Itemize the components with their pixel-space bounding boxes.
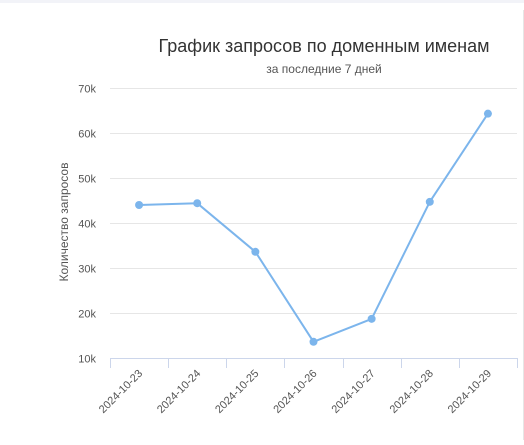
y-axis: 10k 20k 30k 40k 50k 60k 70k xyxy=(78,84,96,366)
series-layer xyxy=(135,109,492,346)
data-point[interactable] xyxy=(367,314,376,323)
y-tick-label: 70k xyxy=(78,84,96,96)
y-tick-label: 40k xyxy=(78,219,96,231)
chart-title: График запросов по доменным именам xyxy=(159,36,490,56)
grid-layer xyxy=(110,88,517,314)
y-tick-label: 60k xyxy=(78,129,96,141)
data-point[interactable] xyxy=(251,247,260,256)
x-tick-label: 2024-10-28 xyxy=(388,368,436,416)
y-tick-label: 10k xyxy=(78,354,96,366)
data-point[interactable] xyxy=(483,109,492,118)
x-tick-label: 2024-10-29 xyxy=(446,368,494,416)
series-line xyxy=(138,112,489,343)
y-tick-label: 20k xyxy=(78,309,96,321)
data-point[interactable] xyxy=(425,197,434,206)
data-point[interactable] xyxy=(193,199,202,208)
x-tick-label: 2024-10-23 xyxy=(97,368,145,416)
top-edge xyxy=(0,0,524,3)
x-axis xyxy=(110,358,518,368)
data-point[interactable] xyxy=(309,337,318,346)
y-tick-label: 30k xyxy=(78,264,96,276)
x-tick-label: 2024-10-24 xyxy=(155,368,203,416)
y-axis-title: Количество запросов xyxy=(57,163,71,282)
x-tick-label: 2024-10-27 xyxy=(329,368,377,416)
x-axis-labels: 2024-10-23 2024-10-24 2024-10-25 2024-10-26… xyxy=(97,368,494,416)
x-tick-label: 2024-10-26 xyxy=(271,368,319,416)
chart-subtitle: за последние 7 дней xyxy=(266,62,381,76)
data-point[interactable] xyxy=(135,201,144,209)
y-tick-label: 50k xyxy=(78,174,96,186)
x-tick-label: 2024-10-25 xyxy=(213,368,261,416)
